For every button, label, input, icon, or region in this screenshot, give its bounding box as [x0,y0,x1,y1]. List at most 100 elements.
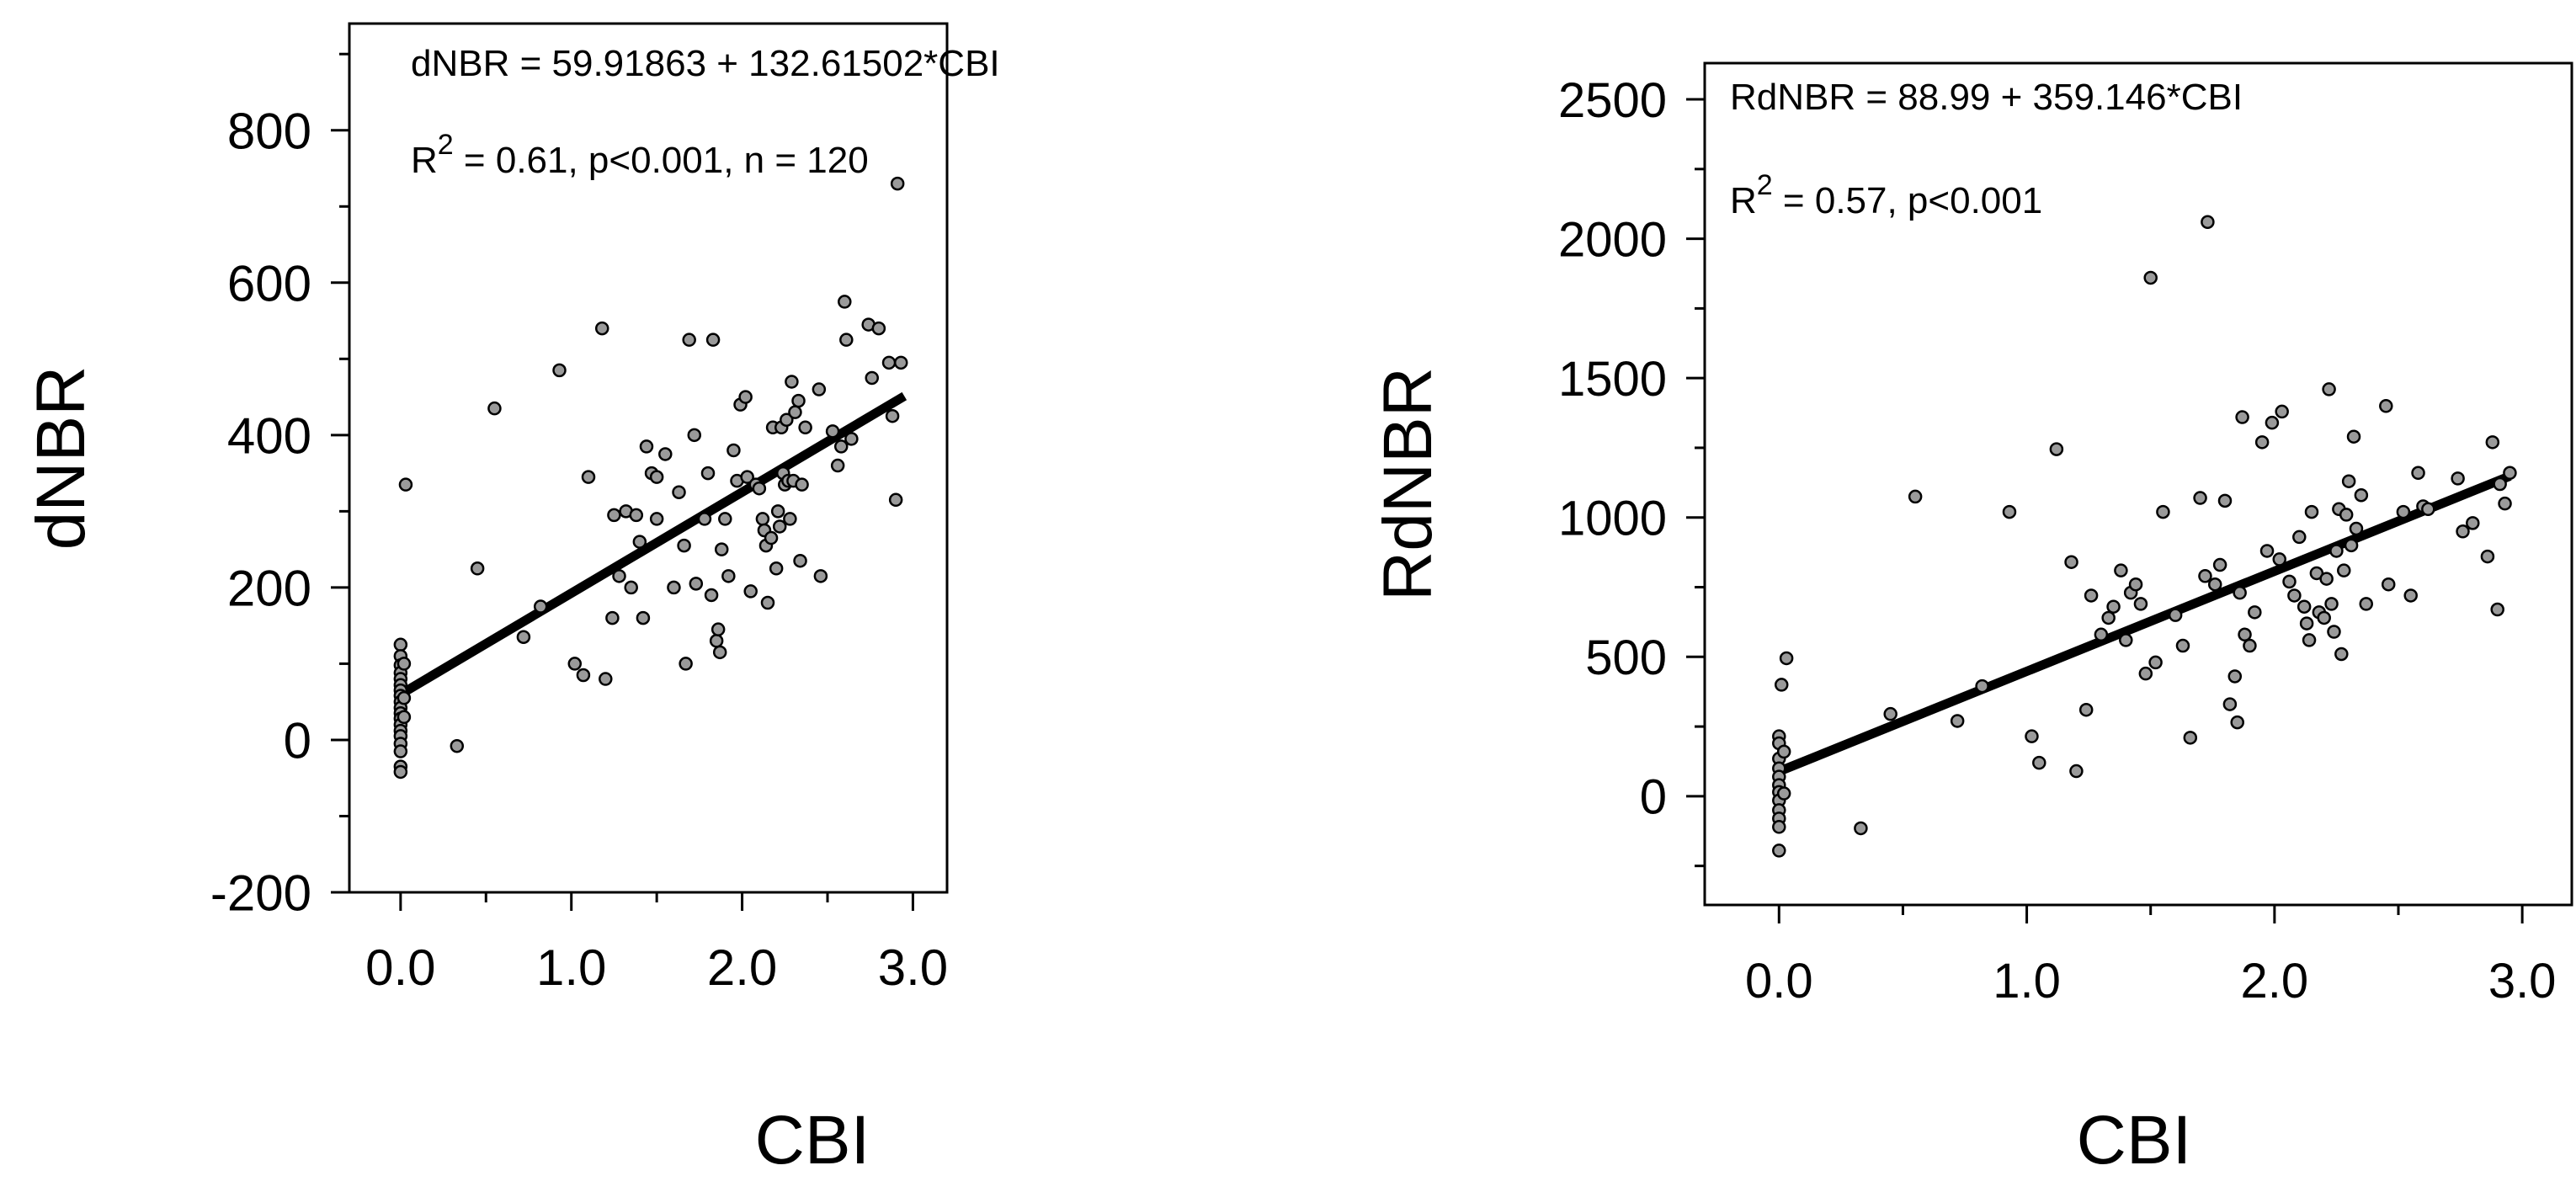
chart-2-data-point [2379,399,2393,413]
chart-2-data-point [2106,599,2121,614]
chart-2-data-point [2466,516,2480,530]
chart-1-plot-frame [348,22,949,894]
chart-1-data-point [791,393,806,408]
chart-1-data-point [726,443,741,458]
chart-2-stats-text: = 0.57, p<0.001 [1773,180,2043,221]
chart-2-x-tick-label: 3.0 [2488,954,2557,1008]
chart-1-data-point [755,512,770,526]
chart-2-data-point [2227,669,2243,684]
chart-2-x-axis-title: CBI [2077,1102,2192,1179]
chart-2-data-point [2337,563,2351,577]
chart-2-data-point [2334,647,2349,662]
chart-2-data-point [2222,697,2238,711]
chart-1-data-point [398,477,413,492]
chart-2-y-tick-label: 2000 [1558,212,1667,267]
chart-2-data-point [2175,638,2190,653]
chart-2-data-point [2498,496,2512,511]
chart-2-data-point [2324,597,2339,611]
chart-2-data-point [2317,610,2331,625]
chart-1-data-point [738,390,753,404]
chart-2-data-point [2319,572,2334,586]
chart-1-x-tick-label: 3.0 [878,939,948,996]
chart-1-stats-superscript: 2 [438,129,454,161]
chart-1-data-point [704,588,719,603]
chart-2-data-point [2207,577,2222,592]
chart-2-data-point [2156,504,2170,519]
chart-1-data-point [871,321,886,336]
chart-2-data-point [1774,678,1789,692]
chart-1-data-point [397,690,412,705]
chart-2-data-point [2302,633,2317,647]
chart-1-data-point [700,466,716,481]
chart-1-data-point [885,408,900,423]
chart-1-data-point [793,553,807,568]
chart-1-data-point [711,622,726,636]
chart-1-x-tick-label: 0.0 [365,939,435,996]
chart-1-data-point [839,333,854,347]
chart-1-data-point [470,561,485,576]
chart-2-data-point [1772,843,1786,858]
chart-2-x-tick-label: 0.0 [1745,954,1813,1008]
chart-2-data-point [2480,549,2495,564]
chart-1-data-point [718,512,732,526]
chart-1-x-axis-title: CBI [755,1102,870,1179]
chart-2-data-point [2421,502,2435,517]
chart-2-data-point [2272,552,2286,567]
chart-2-data-point [2084,588,2099,603]
chart-2-data-point [2094,627,2109,642]
chart-2-data-point [2143,270,2158,285]
chart-2-data-point [1883,706,1897,721]
chart-1-data-point [780,412,794,427]
chart-2-data-point [2403,588,2418,603]
chart-2-data-point [2275,404,2289,419]
chart-1-data-point [639,439,654,454]
chart-2-data-point [2212,557,2227,572]
chart-1-data-point [632,535,647,549]
chart-1-data-point [881,355,897,370]
chart-1-stats-prefix: R [411,140,438,181]
chart-2-data-point [2297,599,2312,614]
chart-1: -200 0 200 400 600 800 0.0 1.0 2.0 3.0 dNBR CBI dNBR… [23,22,1000,1179]
chart-2-y-tick-label: 1500 [1558,352,1667,407]
chart-1-data-point [764,530,779,545]
chart-2-stats-superscript: 2 [1757,169,1773,201]
chart-1-data-point [682,333,696,347]
chart-1-data-point [705,333,721,347]
chart-2-data-point [2292,529,2307,545]
chart-1-data-point [844,432,859,446]
chart-1-data-point [888,492,903,508]
chart-2-data-point [2349,521,2364,536]
chart-1-data-point [743,584,758,599]
chart-1-data-point [865,370,879,386]
chart-1-equation-label: dNBR = 59.91863 + 132.61502*CBI [411,43,1000,84]
chart-1-data-point [487,401,502,416]
chart-1-data-point [533,599,548,614]
chart-1-data-point [712,645,727,660]
chart-1-data-point [740,470,754,484]
chart-2-data-point [2235,410,2249,424]
chart-1-data-point [825,424,840,439]
chart-2-data-point [2381,577,2396,592]
chart-1-data-point [516,630,531,644]
chart-1-y-tick-label: 800 [227,103,311,159]
chart-2-data-point [2265,415,2280,430]
chart-2-data-point [2456,524,2470,539]
chart-2-data-point [2217,493,2233,508]
chart-1-data-point [393,764,408,780]
chart-2-data-point [2354,487,2369,503]
chart-2-data-point [2133,597,2148,611]
chart-1-data-point [714,542,729,556]
chart-1-data-point [813,569,828,583]
chart-2-data-point [2032,755,2046,770]
chart-2-data-point [2287,588,2302,603]
chart-2-data-point [2128,577,2143,592]
chart-1-data-point [607,508,621,523]
chart-2-plot-frame [1703,61,2573,907]
chart-1-data-point [450,738,465,753]
chart-2-data-point [1779,651,1794,666]
chart-1-data-point [721,569,736,583]
chart-2-data-point [2346,429,2361,444]
chart-1-regression-line [398,391,907,699]
chart-2-data-point [2248,605,2262,620]
chart-2-y-tick-label: 1000 [1558,492,1667,546]
